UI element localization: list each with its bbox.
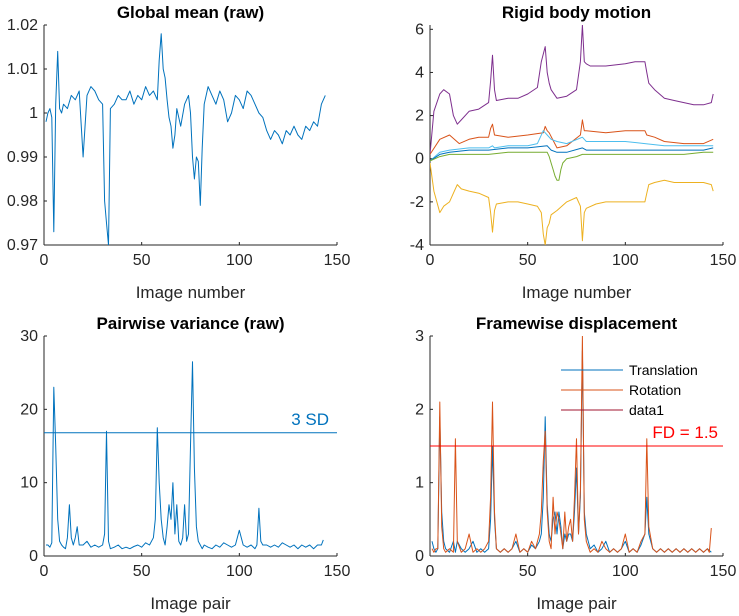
y-tick-label: 3 bbox=[415, 328, 424, 345]
plot-area bbox=[430, 25, 714, 245]
chart-title: Pairwise variance (raw) bbox=[96, 314, 284, 333]
plot-area bbox=[431, 336, 712, 553]
x-tick-label: 100 bbox=[612, 252, 639, 269]
y-tick-label: 0.98 bbox=[7, 193, 38, 210]
series-line-2 bbox=[431, 336, 712, 553]
y-tick-label: 2 bbox=[415, 108, 424, 125]
x-tick-label: 0 bbox=[40, 252, 49, 269]
x-axis-label: Image number bbox=[522, 283, 632, 302]
x-tick-label: 0 bbox=[426, 563, 435, 580]
x-tick-label: 150 bbox=[324, 563, 351, 580]
series-line-1 bbox=[46, 361, 324, 550]
x-tick-label: 0 bbox=[426, 252, 435, 269]
series-line-5 bbox=[430, 151, 714, 181]
y-tick-label: 2 bbox=[415, 401, 424, 418]
y-tick-label: 1.02 bbox=[7, 17, 38, 34]
chart-title: Global mean (raw) bbox=[117, 3, 264, 22]
legend: Translation Rotation data1 bbox=[561, 362, 698, 418]
x-axis-label: Image number bbox=[136, 283, 246, 302]
y-tick-label: 0 bbox=[415, 151, 424, 168]
series-line-1 bbox=[430, 25, 714, 155]
x-axis-label: Image pair bbox=[536, 594, 617, 613]
x-tick-label: 50 bbox=[519, 563, 537, 580]
y-tick-label: 0 bbox=[415, 548, 424, 565]
x-tick-label: 150 bbox=[710, 252, 737, 269]
y-tick-label: 0.99 bbox=[7, 149, 38, 166]
series-line-1 bbox=[431, 350, 712, 553]
series-line-6 bbox=[430, 162, 714, 245]
chart-title: Framewise displacement bbox=[476, 314, 678, 333]
y-tick-label: 1 bbox=[29, 105, 38, 122]
y-tick-label: 0 bbox=[29, 548, 38, 565]
x-tick-label: 150 bbox=[710, 563, 737, 580]
legend-label: Translation bbox=[629, 362, 698, 378]
y-tick-label: 30 bbox=[20, 328, 38, 345]
x-tick-label: 50 bbox=[519, 252, 537, 269]
x-tick-label: 50 bbox=[133, 563, 151, 580]
y-tick-label: 4 bbox=[415, 64, 424, 81]
y-tick-label: 1 bbox=[415, 475, 424, 492]
x-tick-label: 100 bbox=[226, 563, 253, 580]
legend-label: Rotation bbox=[629, 382, 681, 398]
x-tick-label: 100 bbox=[226, 252, 253, 269]
y-tick-label: -4 bbox=[410, 237, 424, 254]
y-tick-label: 1.01 bbox=[7, 61, 38, 78]
x-tick-label: 150 bbox=[324, 252, 351, 269]
x-tick-label: 0 bbox=[40, 563, 49, 580]
series-line-4 bbox=[430, 145, 714, 162]
plot-area bbox=[46, 361, 324, 550]
plot-area bbox=[45, 33, 326, 245]
y-tick-label: 20 bbox=[20, 401, 38, 418]
subplot-2: Rigid body motion Image number 0 50 100 150 -4… bbox=[410, 3, 737, 302]
y-tick-label: 0.97 bbox=[7, 237, 38, 254]
subplot-4: Framewise displacement Image pair 0 50 100 15… bbox=[415, 314, 736, 613]
y-tick-label: 6 bbox=[415, 21, 424, 38]
threshold-label: 3 SD bbox=[291, 410, 329, 429]
x-tick-label: 50 bbox=[133, 252, 151, 269]
legend-label: data1 bbox=[629, 402, 664, 418]
chart-title: Rigid body motion bbox=[502, 3, 651, 22]
x-tick-label: 100 bbox=[612, 563, 639, 580]
series-line-2 bbox=[430, 119, 714, 155]
series-line-3 bbox=[430, 130, 714, 162]
subplot-1: Global mean (raw) Image number 0 50 100 150 0.… bbox=[7, 3, 351, 302]
y-tick-label: 10 bbox=[20, 475, 38, 492]
series-line-1 bbox=[45, 33, 326, 245]
threshold-label: FD = 1.5 bbox=[652, 423, 718, 442]
x-axis-label: Image pair bbox=[150, 594, 231, 613]
y-tick-label: -2 bbox=[410, 194, 424, 211]
